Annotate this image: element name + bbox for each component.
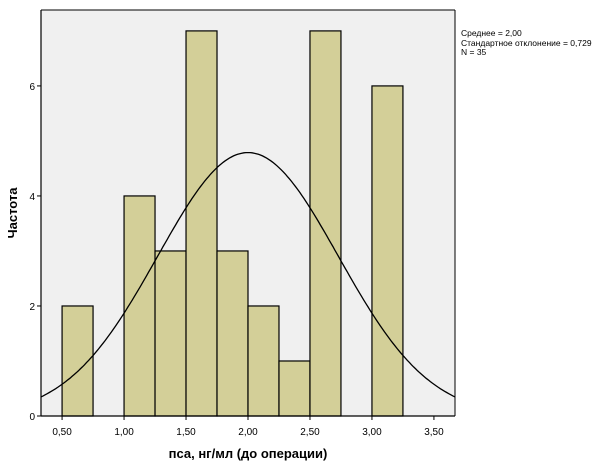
x-tick-label: 2,50 — [300, 427, 320, 438]
stats-n: N = 35 — [461, 47, 487, 57]
stats-legend: Среднее = 2,00 Стандартное отклонение = … — [461, 28, 592, 58]
histogram-bar — [278, 360, 311, 417]
y-tick-label: 2 — [29, 302, 35, 313]
x-tick-label: 1,00 — [114, 427, 134, 438]
y-tick-label: 6 — [29, 82, 35, 93]
x-tick-label: 2,00 — [238, 427, 258, 438]
x-tick-label: 3,50 — [424, 427, 444, 438]
y-tick-label: 0 — [29, 412, 35, 423]
histogram-bar — [309, 30, 342, 417]
y-axis-title: Частота — [5, 187, 20, 239]
x-tick-label: 3,00 — [362, 427, 382, 438]
y-tick-label: 4 — [29, 192, 35, 203]
x-tick-label: 0,50 — [52, 427, 72, 438]
histogram-bar — [154, 250, 187, 417]
histogram-bar — [216, 250, 249, 417]
histogram-bar — [185, 30, 218, 417]
x-tick-label: 1,50 — [176, 427, 196, 438]
x-axis-title: пса, нг/мл (до операции) — [169, 446, 328, 461]
histogram-bar — [247, 305, 280, 417]
stats-sd: Стандартное отклонение = 0,729 — [461, 37, 592, 48]
stats-mean: Среднее = 2,00 — [461, 28, 522, 38]
histogram-bar — [371, 85, 404, 417]
normal-curve — [40, 151, 456, 398]
